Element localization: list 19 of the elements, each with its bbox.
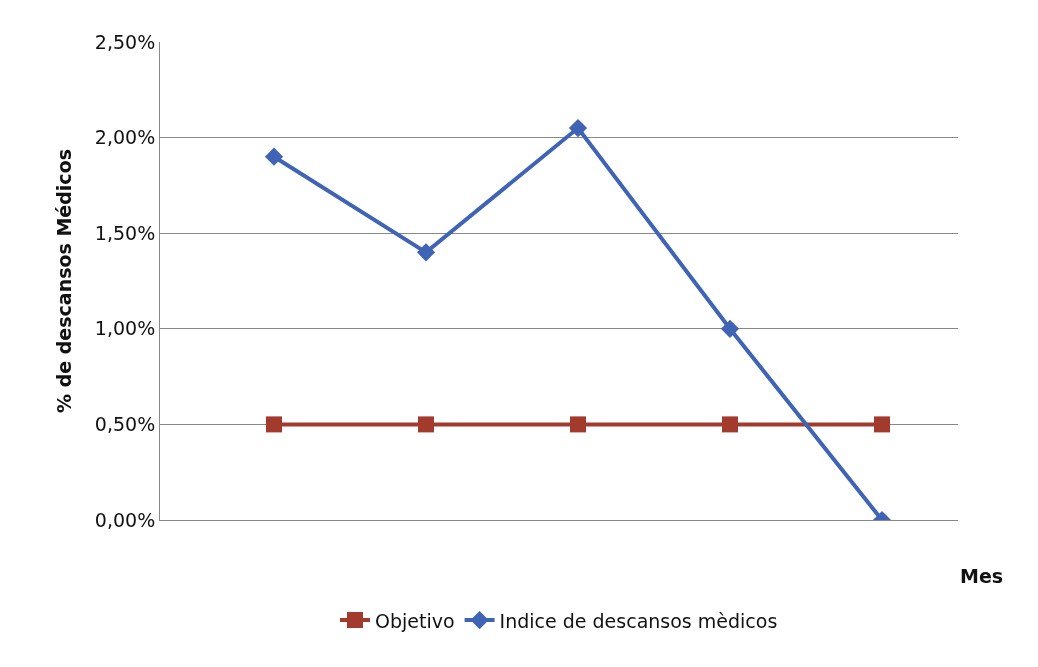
- y-tick-label: 1,50%: [94, 221, 156, 244]
- point: [418, 416, 434, 433]
- point: [264, 147, 284, 166]
- point: [570, 416, 586, 433]
- point: [720, 319, 740, 338]
- legend-label: Indice de descansos mèdicos: [499, 609, 778, 632]
- point: [874, 416, 890, 433]
- y-tick-label: 1,00%: [94, 317, 156, 340]
- y-tick-label: 0,50%: [94, 413, 156, 436]
- y-axis-title: % de descansos Médicos: [52, 149, 75, 413]
- point: [266, 416, 282, 433]
- y-tick-label: 0,00%: [94, 508, 156, 531]
- x-axis-title: Mes: [960, 565, 1004, 587]
- y-tick-label: 2,50%: [94, 30, 156, 53]
- legend-label: Objetivo: [375, 609, 455, 632]
- point: [416, 243, 436, 262]
- point: [722, 416, 738, 433]
- y-tick-label: 2,00%: [94, 126, 156, 149]
- point: [568, 118, 588, 138]
